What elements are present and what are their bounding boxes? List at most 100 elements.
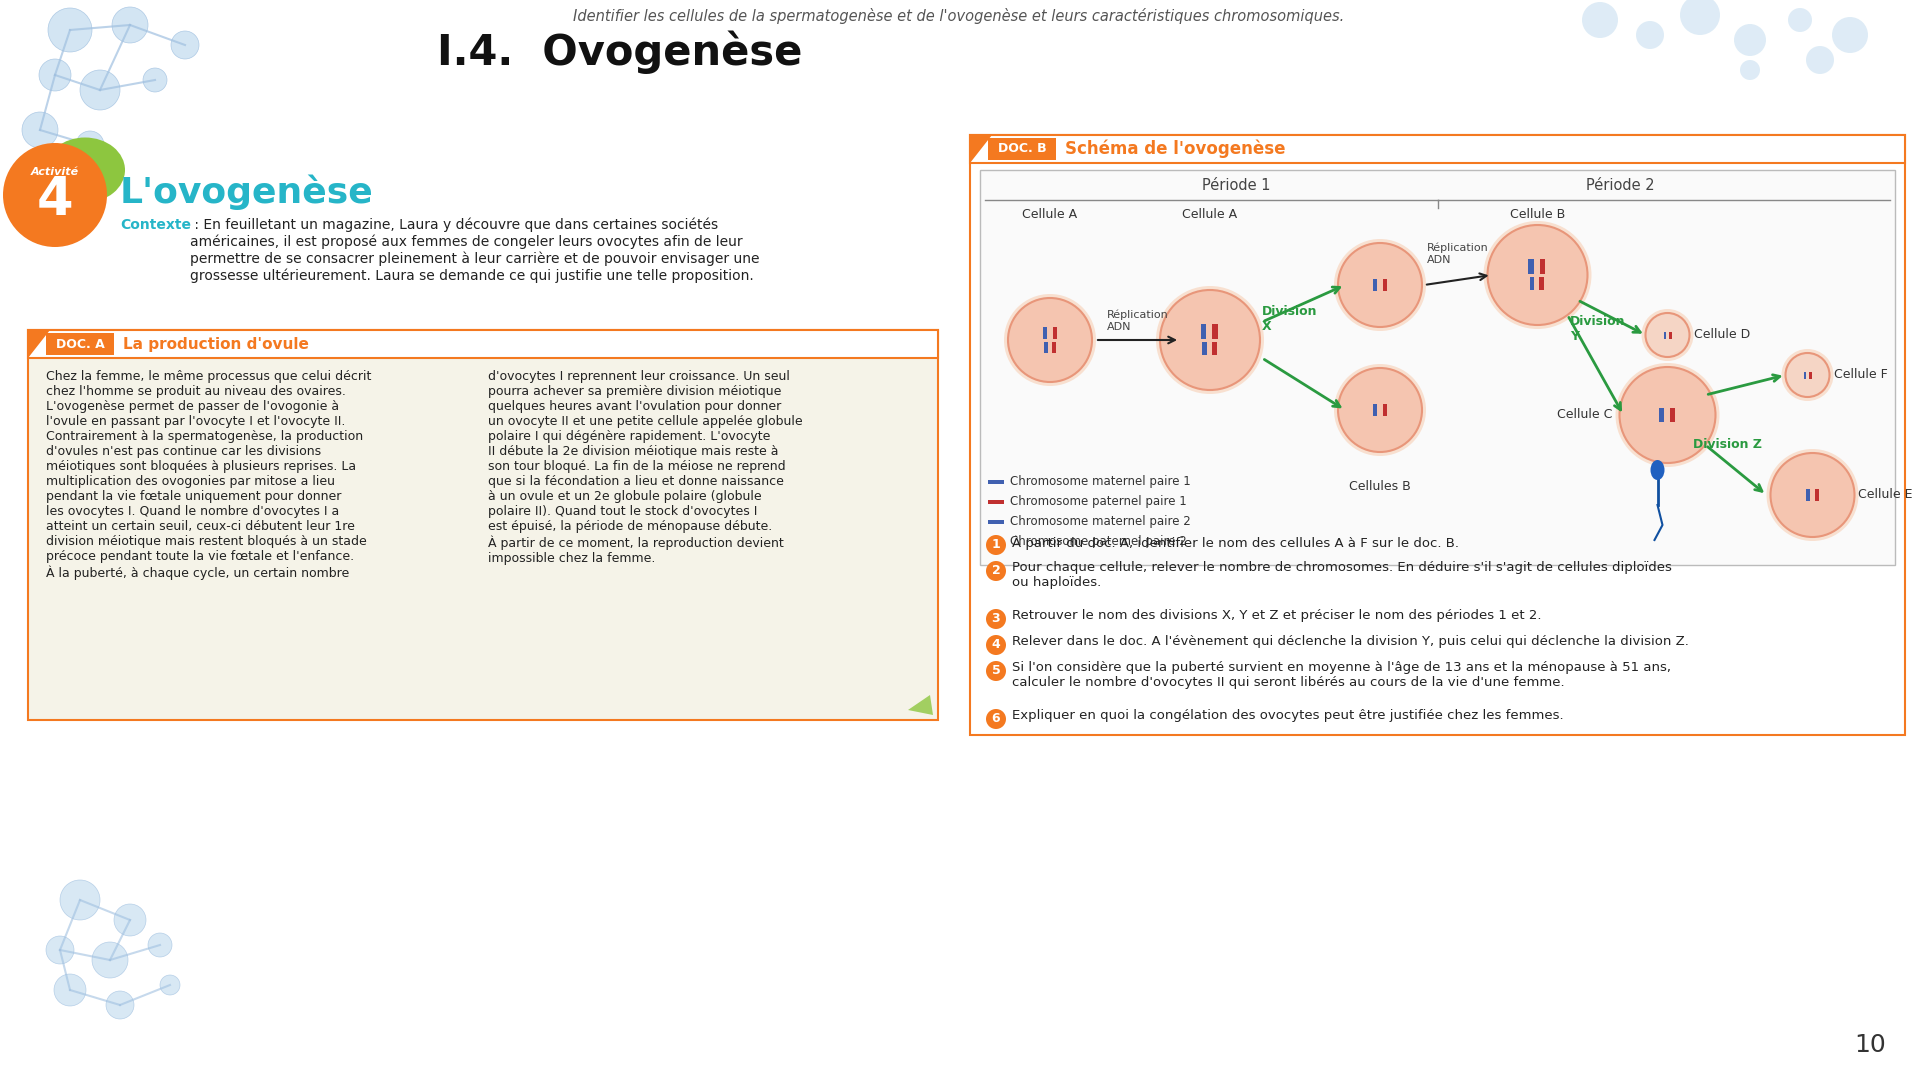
Bar bbox=[1803, 372, 1807, 378]
Bar bbox=[1201, 324, 1205, 339]
Bar bbox=[1373, 279, 1377, 292]
Text: 5: 5 bbox=[992, 664, 1001, 677]
Bar bbox=[1529, 278, 1532, 289]
Circle shape bbox=[1615, 363, 1720, 467]
Circle shape bbox=[1003, 294, 1095, 386]
Bar bbox=[1540, 278, 1544, 289]
Circle shape bbox=[986, 535, 1007, 555]
Bar bbox=[1671, 408, 1674, 422]
Circle shape bbox=[1009, 298, 1091, 382]
Bar bbox=[1531, 259, 1534, 274]
Bar bbox=[1659, 408, 1663, 422]
Bar bbox=[988, 540, 1003, 544]
Bar bbox=[1212, 342, 1214, 354]
Circle shape bbox=[148, 933, 173, 957]
Text: Retrouver le nom des divisions X, Y et Z et préciser le nom des périodes 1 et 2.: Retrouver le nom des divisions X, Y et Z… bbox=[1013, 609, 1542, 622]
Text: Cellule D: Cellule D bbox=[1694, 328, 1749, 341]
Circle shape bbox=[1786, 353, 1830, 397]
Text: 4: 4 bbox=[36, 174, 73, 226]
Ellipse shape bbox=[1651, 460, 1665, 480]
Circle shape bbox=[4, 143, 107, 247]
Circle shape bbox=[21, 112, 58, 148]
Text: Période 2: Période 2 bbox=[1586, 178, 1655, 193]
Circle shape bbox=[1335, 364, 1425, 456]
Bar bbox=[1540, 259, 1544, 274]
Circle shape bbox=[1740, 60, 1761, 80]
Text: Division
Y: Division Y bbox=[1569, 315, 1625, 343]
Bar bbox=[29, 330, 938, 357]
Circle shape bbox=[1680, 0, 1720, 35]
Text: Division Z: Division Z bbox=[1694, 438, 1763, 451]
Circle shape bbox=[113, 904, 146, 936]
Bar bbox=[29, 330, 938, 720]
Circle shape bbox=[111, 6, 148, 43]
Text: Contexte: Contexte bbox=[121, 218, 192, 232]
Text: : En feuilletant un magazine, Laura y découvre que dans certaines sociétés
améri: : En feuilletant un magazine, Laura y dé… bbox=[190, 218, 760, 283]
Circle shape bbox=[1582, 2, 1619, 38]
Bar bbox=[1663, 332, 1667, 338]
Text: Cellule F: Cellule F bbox=[1834, 368, 1887, 381]
Circle shape bbox=[986, 561, 1007, 581]
Circle shape bbox=[1636, 21, 1665, 49]
Bar bbox=[1542, 259, 1546, 274]
Text: Chez la femme, le même processus que celui décrit
chez l'homme se produit au niv: Chez la femme, le même processus que cel… bbox=[46, 370, 372, 580]
Circle shape bbox=[986, 609, 1007, 629]
Bar bbox=[1809, 372, 1811, 378]
Text: Chromosome paternel paire 1: Chromosome paternel paire 1 bbox=[1011, 496, 1187, 509]
Text: d'ovocytes I reprennent leur croissance. Un seul
pourra achever sa première divi: d'ovocytes I reprennent leur croissance.… bbox=[487, 370, 802, 565]
Bar bbox=[1540, 278, 1542, 289]
Circle shape bbox=[986, 661, 1007, 681]
Ellipse shape bbox=[13, 183, 88, 238]
Bar bbox=[1669, 408, 1672, 422]
Bar bbox=[1214, 342, 1216, 354]
Bar bbox=[1203, 342, 1205, 354]
Bar bbox=[1814, 489, 1820, 501]
Circle shape bbox=[59, 880, 100, 920]
Circle shape bbox=[1157, 286, 1264, 394]
Circle shape bbox=[1832, 17, 1868, 53]
Bar bbox=[1205, 342, 1206, 354]
Circle shape bbox=[1788, 8, 1813, 32]
Text: Cellule E: Cellule E bbox=[1859, 488, 1912, 501]
Circle shape bbox=[159, 975, 180, 995]
Text: 4: 4 bbox=[992, 638, 1001, 651]
Text: 3: 3 bbox=[992, 612, 1001, 625]
Bar bbox=[1043, 326, 1047, 339]
Text: Période 1: Période 1 bbox=[1203, 178, 1270, 193]
Bar bbox=[1669, 332, 1671, 338]
Text: Pour chaque cellule, relever le nombre de chromosomes. En déduire s'il s'agit de: Pour chaque cellule, relever le nombre d… bbox=[1013, 561, 1672, 589]
Bar bbox=[46, 333, 113, 355]
Ellipse shape bbox=[44, 137, 125, 203]
Text: Cellule C: Cellule C bbox=[1557, 408, 1613, 421]
Text: Réplication
ADN: Réplication ADN bbox=[1107, 310, 1168, 332]
Text: Réplication
ADN: Réplication ADN bbox=[1427, 243, 1488, 265]
Bar bbox=[1053, 326, 1057, 339]
Circle shape bbox=[54, 974, 86, 1005]
Text: Expliquer en quoi la congélation des ovocytes peut être justifiée chez les femme: Expliquer en quoi la congélation des ovo… bbox=[1013, 708, 1563, 723]
Text: Si l'on considère que la puberté survient en moyenne à l'âge de 13 ans et la mén: Si l'on considère que la puberté survien… bbox=[1013, 661, 1671, 689]
Circle shape bbox=[1339, 368, 1421, 453]
Circle shape bbox=[1339, 243, 1421, 327]
Bar bbox=[1531, 278, 1534, 289]
Bar bbox=[1373, 404, 1377, 416]
Bar bbox=[988, 138, 1057, 160]
Polygon shape bbox=[29, 330, 50, 357]
Text: Relever dans le doc. A l'évènement qui déclenche la division Y, puis celui qui d: Relever dans le doc. A l'évènement qui d… bbox=[1013, 635, 1690, 648]
Text: Chromosome maternel paire 2: Chromosome maternel paire 2 bbox=[1011, 515, 1191, 528]
Text: 6: 6 bbox=[992, 713, 1001, 726]
Bar bbox=[1203, 324, 1206, 339]
Text: I.4.  Ovogenèse: I.4. Ovogenèse bbox=[437, 30, 804, 73]
Text: 2: 2 bbox=[992, 565, 1001, 578]
Text: La production d'ovule: La production d'ovule bbox=[123, 337, 309, 351]
Text: DOC. B: DOC. B bbox=[997, 143, 1047, 156]
Circle shape bbox=[1483, 221, 1592, 329]
Text: Chromosome maternel paire 1: Chromosome maternel paire 1 bbox=[1011, 475, 1191, 488]
Circle shape bbox=[105, 991, 134, 1020]
Text: Schéma de l'ovogenèse: Schéma de l'ovogenèse bbox=[1064, 139, 1285, 159]
Circle shape bbox=[986, 635, 1007, 654]
Text: Chromosome paternel paire 2: Chromosome paternel paire 2 bbox=[1011, 536, 1187, 549]
Text: L'ovogenèse: L'ovogenèse bbox=[121, 175, 374, 211]
Circle shape bbox=[1335, 239, 1425, 330]
Circle shape bbox=[92, 942, 129, 978]
Bar bbox=[1383, 279, 1387, 292]
